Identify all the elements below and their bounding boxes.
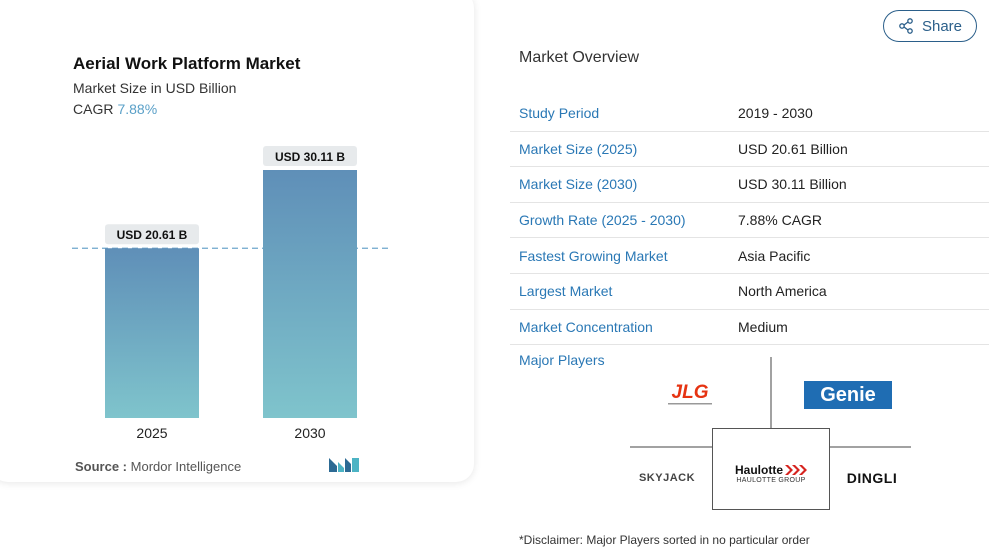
skyjack-logo: SKYJACK xyxy=(632,466,702,490)
overview-row: Market Size (2030) USD 30.11 Billion xyxy=(510,167,989,203)
overview-value: USD 20.61 Billion xyxy=(738,140,848,157)
data-label: USD 30.11 B xyxy=(275,150,345,164)
overview-row: Study Period 2019 - 2030 xyxy=(510,96,989,132)
data-label: USD 20.61 B xyxy=(117,228,188,242)
overview-key: Market Size (2030) xyxy=(519,176,638,193)
haulotte-box xyxy=(712,428,830,510)
source-label: Source : xyxy=(75,459,128,474)
dingli-logo: DINGLI xyxy=(840,466,904,490)
disclaimer: *Disclaimer: Major Players sorted in no … xyxy=(519,533,810,547)
x-tick-label: 2025 xyxy=(136,425,167,441)
share-label: Share xyxy=(921,17,963,35)
overview-table: Study Period 2019 - 2030 Market Size (202… xyxy=(510,96,989,346)
data-label-box xyxy=(105,224,199,245)
chart-title: Aerial Work Platform Market xyxy=(73,54,301,73)
cagr-label: CAGR xyxy=(73,101,114,117)
overview-value: North America xyxy=(738,283,827,300)
overview-value: Medium xyxy=(738,318,788,335)
overview-key: Market Concentration xyxy=(519,318,653,335)
haulotte-chevrons-icon xyxy=(785,464,807,475)
chart-subtitle: Market Size in USD Billion xyxy=(73,80,237,96)
dingli-logo-text: DINGLI xyxy=(846,470,898,486)
jlg-logo-text: JLG xyxy=(672,382,709,403)
overview-key: Largest Market xyxy=(519,283,613,300)
jlg-logo: JLG xyxy=(655,378,725,410)
cagr-line: CAGR 7.88% xyxy=(73,101,157,117)
overview-row: Market Size (2025) USD 20.61 Billion xyxy=(510,132,989,168)
overview-value: 7.88% CAGR xyxy=(738,212,823,229)
major-players-title: Major Players xyxy=(519,352,605,368)
overview-row: Growth Rate (2025 - 2030) 7.88% CAGR xyxy=(510,203,989,239)
x-tick-label: 2030 xyxy=(294,425,325,441)
overview-key: Growth Rate (2025 - 2030) xyxy=(519,212,686,229)
overview-key: Study Period xyxy=(519,105,600,122)
bar-2025 xyxy=(105,248,199,418)
skyjack-logo-text: SKYJACK xyxy=(638,472,696,484)
data-label-box xyxy=(263,146,357,166)
haulotte-group-text: HAULOTTE GROUP xyxy=(736,476,806,484)
share-icon xyxy=(899,18,913,34)
source-line: Source : Mordor Intelligence xyxy=(75,459,241,474)
overview-value: USD 30.11 Billion xyxy=(738,176,847,193)
overview-row: Largest Market North America xyxy=(510,274,989,310)
overview-title: Market Overview xyxy=(519,49,640,66)
chart-card xyxy=(0,0,474,482)
haulotte-logo: Haulotte HAULOTTE GROUP xyxy=(722,458,820,488)
share-button[interactable]: Share xyxy=(883,10,977,42)
overview-value: 2019 - 2030 xyxy=(738,105,813,122)
source-value: Mordor Intelligence xyxy=(130,459,242,474)
haulotte-logo-text: Haulotte xyxy=(735,462,783,477)
overview-key: Fastest Growing Market xyxy=(519,247,668,264)
overview-key: Market Size (2025) xyxy=(519,140,638,157)
overview-row: Market Concentration Medium xyxy=(510,310,989,346)
cagr-value: 7.88% xyxy=(117,101,158,117)
genie-logo-text: Genie xyxy=(820,383,876,406)
mordor-intelligence-logo xyxy=(329,458,359,472)
bar-chart: USD 20.61 B 2025 USD 30.11 B 2030 xyxy=(72,146,392,441)
bar-2030 xyxy=(263,170,357,418)
overview-row: Fastest Growing Market Asia Pacific xyxy=(510,238,989,274)
genie-logo: Genie xyxy=(804,381,892,409)
overview-value: Asia Pacific xyxy=(738,247,811,264)
